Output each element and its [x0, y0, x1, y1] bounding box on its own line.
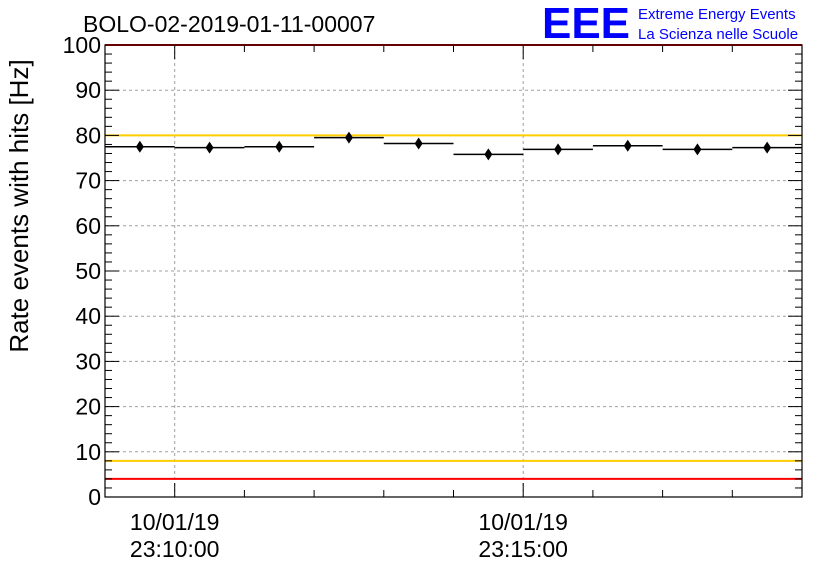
reference-lines [105, 44, 802, 480]
diamond-marker [763, 141, 772, 154]
x-tick-date-label: 10/01/19 [478, 509, 568, 535]
data-point [314, 131, 384, 144]
data-point [592, 139, 663, 152]
diamond-marker [484, 148, 493, 161]
y-axis-ticks: 0 10 20 30 40 50 60 70 80 90 100 [63, 32, 802, 510]
diamond-marker [135, 140, 144, 153]
logo-line-1: Extreme Energy Events [638, 6, 796, 23]
y-tick-label: 60 [75, 213, 101, 239]
diamond-marker [693, 143, 702, 156]
y-tick-label: 50 [75, 258, 101, 284]
diamond-marker [554, 143, 563, 156]
data-point [105, 140, 175, 153]
diamond-marker [275, 140, 284, 153]
data-point [662, 143, 733, 156]
diamond-marker [344, 131, 353, 144]
logo-line-2: La Scienza nelle Scuole [638, 26, 798, 43]
diamond-marker [623, 139, 632, 152]
y-tick-label: 100 [63, 32, 101, 58]
diamond-marker [205, 141, 214, 154]
y-axis-label: Rate events with hits [Hz] [4, 59, 34, 352]
data-point [523, 143, 593, 156]
x-tick-time-label: 23:15:00 [478, 536, 568, 562]
data-point [732, 141, 802, 154]
grid-lines [105, 45, 802, 497]
data-point [244, 140, 315, 153]
y-tick-label: 80 [75, 122, 101, 148]
y-tick-label: 30 [75, 348, 101, 374]
data-point [174, 141, 245, 154]
x-tick-date-label: 10/01/19 [130, 509, 220, 535]
run-title: BOLO-02-2019-01-11-00007 [83, 11, 375, 37]
y-tick-label: 0 [88, 484, 101, 510]
x-tick-time-label: 23:10:00 [130, 536, 220, 562]
y-tick-label: 20 [75, 394, 101, 420]
diamond-marker [414, 137, 423, 150]
y-tick-label: 10 [75, 439, 101, 465]
data-point [453, 148, 524, 161]
data-series [105, 131, 802, 161]
eee-logo: EEE Extreme Energy Events La Scienza nel… [542, 0, 798, 48]
y-tick-label: 40 [75, 303, 101, 329]
data-point [383, 137, 454, 150]
y-tick-label: 90 [75, 77, 101, 103]
y-tick-label: 70 [75, 168, 101, 194]
logo-eee-text: EEE [542, 0, 630, 48]
